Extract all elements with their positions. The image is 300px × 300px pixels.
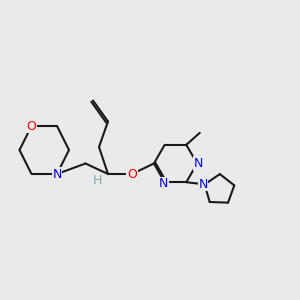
Text: O: O xyxy=(27,119,36,133)
Text: N: N xyxy=(194,157,203,170)
Text: N: N xyxy=(199,178,208,191)
Text: H: H xyxy=(93,173,102,187)
Text: N: N xyxy=(158,177,168,190)
Text: N: N xyxy=(52,167,62,181)
Text: O: O xyxy=(127,167,137,181)
